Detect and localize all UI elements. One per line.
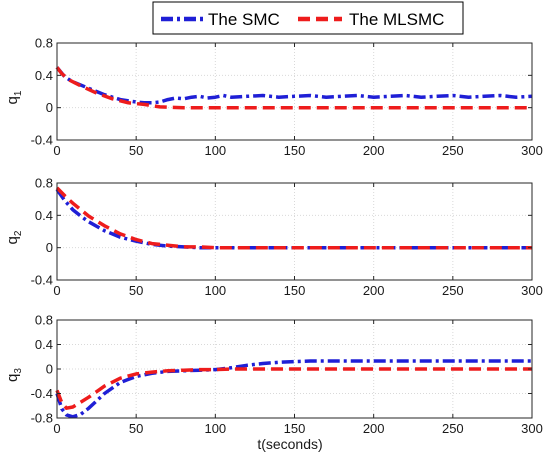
x-tick-label: 250 [442, 421, 464, 436]
series-line-smc [55, 188, 532, 250]
x-tick-label: 150 [284, 283, 306, 298]
x-tick-label: 0 [53, 283, 60, 298]
y-tick-label: 0 [46, 240, 53, 255]
x-tick-label: 300 [521, 421, 543, 436]
x-tick-label: 100 [204, 421, 226, 436]
y-axis-label-subscript: 2 [13, 230, 24, 236]
series-line-mlsmc [55, 66, 532, 110]
legend-label-smc: The SMC [208, 10, 280, 29]
x-axis-label: t(seconds) [257, 436, 322, 452]
x-tick-label: 0 [53, 143, 60, 158]
y-tick-label: 0 [46, 362, 53, 377]
x-tick-label: 150 [284, 421, 306, 436]
x-tick-label: 100 [204, 143, 226, 158]
legend: The SMC The MLSMC [152, 1, 464, 35]
x-tick-label: 0 [53, 421, 60, 436]
y-tick-label: 0.4 [35, 337, 53, 352]
y-tick-label: -0.8 [31, 411, 53, 426]
y-axis-label-subscript: 1 [13, 90, 24, 96]
y-tick-label: 0.8 [35, 313, 53, 328]
y-tick-label: -0.4 [31, 273, 53, 288]
y-axis-label-main: q [4, 96, 21, 104]
y-tick-label: 0.4 [35, 208, 53, 223]
legend-label-mlsmc: The MLSMC [349, 10, 444, 29]
x-tick-label: 50 [129, 143, 143, 158]
y-axis-label: q3 [4, 368, 24, 382]
x-tick-label: 150 [284, 143, 306, 158]
y-tick-label: -0.4 [31, 386, 53, 401]
x-tick-label: 300 [521, 143, 543, 158]
y-axis-label-main: q [4, 236, 21, 244]
series-line-smc [55, 66, 533, 105]
y-axis-label: q2 [4, 230, 24, 244]
x-tick-label: 50 [129, 421, 143, 436]
subplot-3: 0 50 100 150 200 250 300 0.8 0.4 0 -0.4 -0.8 q3 [4, 313, 543, 437]
x-tick-label: 200 [363, 283, 385, 298]
x-tick-label: 200 [363, 143, 385, 158]
x-tick-label: 300 [521, 283, 543, 298]
y-tick-label: 0.4 [35, 68, 53, 83]
series-line-mlsmc [55, 186, 532, 250]
y-tick-label: -0.4 [31, 133, 53, 148]
y-tick-label: 0.8 [35, 176, 53, 191]
y-axis-label: q1 [4, 90, 24, 104]
x-tick-label: 250 [442, 143, 464, 158]
series-line-mlsmc [55, 367, 532, 410]
y-axis-label-main: q [4, 374, 21, 382]
x-tick-label: 50 [129, 283, 143, 298]
x-tick-label: 250 [442, 283, 464, 298]
y-tick-label: 0 [46, 100, 53, 115]
x-tick-label: 100 [204, 283, 226, 298]
y-axis-label-subscript: 3 [13, 368, 24, 374]
x-tick-label: 200 [363, 421, 385, 436]
y-tick-label: 0.8 [35, 36, 53, 51]
